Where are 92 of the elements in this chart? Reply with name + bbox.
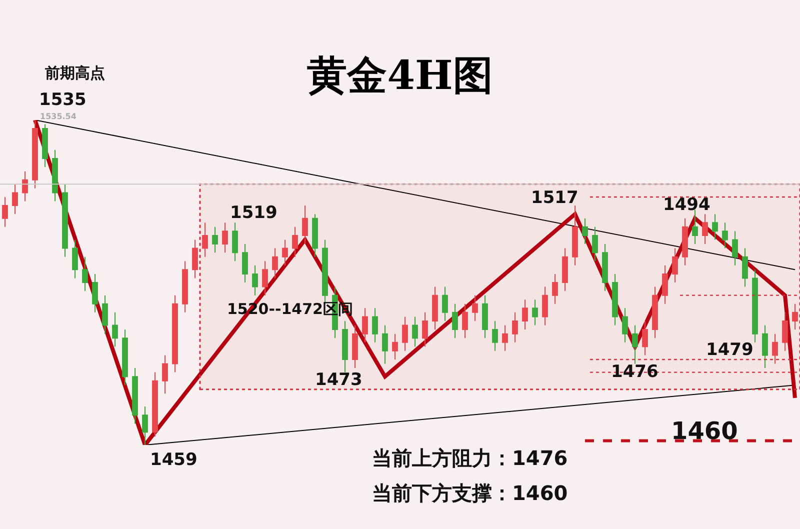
candlestick (372, 308, 378, 343)
text: 当前下方支撑：1460 (372, 481, 568, 505)
candlestick (172, 294, 178, 373)
candlestick (722, 222, 728, 249)
candlestick (742, 248, 748, 288)
text: 前期高点 (44, 64, 105, 82)
candlestick (512, 312, 518, 343)
candlestick (772, 333, 778, 364)
candlestick (662, 264, 668, 304)
candlestick (602, 244, 608, 292)
candlestick (272, 248, 278, 279)
candlestick (592, 226, 598, 262)
candlestick (32, 120, 38, 189)
candlestick (192, 239, 198, 279)
candlestick (422, 312, 428, 348)
candlestick (222, 222, 228, 254)
candlestick (162, 354, 168, 394)
candlestick (792, 303, 798, 330)
annotation: 1517 (531, 188, 578, 208)
candlestick (342, 320, 348, 373)
candlestick (562, 248, 568, 292)
candlestick (212, 226, 218, 254)
candlestick (652, 286, 658, 339)
annotation: 1460 (671, 417, 738, 445)
chart-title: 黄金4H图 (307, 52, 493, 99)
candlestick (22, 170, 28, 202)
candlestick (502, 324, 508, 352)
candlestick (542, 286, 548, 326)
candlestick (412, 316, 418, 348)
candlestick (382, 324, 388, 364)
text: 当前上方阻力：1476 (372, 446, 568, 470)
candlestick (402, 316, 408, 352)
candlestick (2, 196, 8, 228)
candlestick (762, 324, 768, 369)
text: 1459 (150, 450, 198, 470)
candlestick (232, 222, 238, 262)
candlestick (92, 273, 98, 313)
candlestick (292, 226, 298, 258)
candlestick (582, 218, 588, 245)
candlestick (102, 294, 108, 334)
annotation: 1476 (611, 362, 658, 382)
candlestick (302, 205, 308, 245)
candlestick (492, 320, 498, 352)
candlestick (482, 294, 488, 339)
candlestick (52, 149, 58, 202)
candlestick (432, 286, 438, 330)
candlestick (122, 329, 128, 386)
candlestick (262, 260, 268, 296)
candlestick (552, 273, 558, 304)
candlestick (782, 312, 788, 352)
candlestick (352, 324, 358, 369)
candlestick (702, 214, 708, 245)
candlestick (572, 205, 578, 266)
candlestick (202, 222, 208, 258)
candlestick (62, 184, 68, 258)
candlestick (82, 256, 88, 292)
annotation: 1479 (706, 340, 754, 360)
candlestick (282, 239, 288, 266)
candlestick (252, 264, 258, 296)
candlestick (682, 218, 688, 266)
candlestick (472, 294, 478, 322)
candlestick (522, 299, 528, 330)
text: 1535 (39, 90, 86, 110)
candlestick (392, 333, 398, 360)
annotation: 1519 (230, 203, 278, 223)
candlestick (142, 406, 148, 445)
annotation: 1473 (315, 370, 362, 390)
candlestick (312, 214, 318, 258)
candlestick (452, 303, 458, 339)
candlestick (152, 372, 158, 437)
annotation: 1494 (663, 195, 710, 215)
candlestick (112, 312, 118, 348)
candlestick (612, 273, 618, 326)
candlestick (242, 244, 248, 283)
candlestick (692, 209, 698, 245)
candlestick (672, 248, 678, 283)
candlestick (362, 308, 368, 343)
candlestick (12, 184, 18, 215)
candlestick (132, 368, 138, 424)
candlestick (642, 320, 648, 356)
candlestick (462, 303, 468, 339)
annotation: 1535.54 (40, 112, 77, 121)
candlestick (712, 214, 718, 240)
candlestick (72, 239, 78, 279)
candlestick (752, 269, 758, 343)
candlestick (182, 260, 188, 313)
candlestick (622, 308, 628, 343)
candlestick (732, 230, 738, 266)
candlestick (442, 286, 448, 322)
candlestick (42, 124, 48, 168)
candlestick (532, 299, 538, 326)
candlestick (632, 324, 638, 364)
